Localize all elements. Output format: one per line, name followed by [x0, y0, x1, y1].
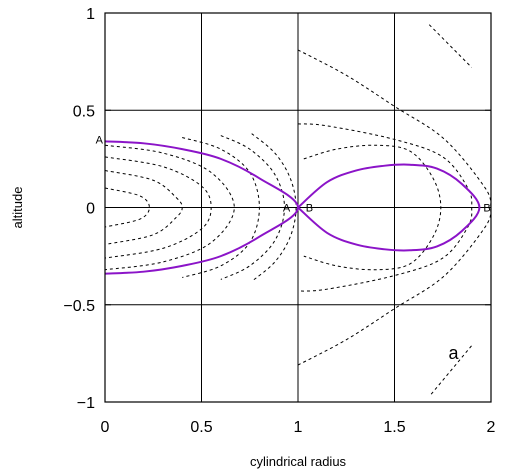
contour-line — [297, 123, 473, 292]
contour-line — [220, 135, 285, 280]
axis-ticks: 0 0.5 1 1.5 2 −1 −0.5 0 0.5 1 — [63, 6, 495, 436]
contour-line — [105, 170, 183, 245]
contour-lines — [105, 24, 491, 395]
point-label: A — [96, 134, 104, 146]
x-tick-label: 2 — [487, 419, 496, 436]
separatrix-outer-lobe — [297, 163, 481, 252]
y-tick-label: 1 — [86, 6, 95, 23]
y-tick-label: −1 — [77, 395, 95, 412]
contour-line — [251, 133, 297, 282]
contour-line — [105, 156, 212, 259]
contour-line — [297, 207, 491, 366]
x-tick-label: 1 — [294, 419, 303, 436]
contour-line — [182, 137, 260, 278]
contour-line — [105, 187, 150, 228]
point-label: B — [483, 203, 490, 215]
y-tick-label: 0.5 — [73, 103, 95, 120]
x-tick-label: 1.5 — [383, 419, 405, 436]
x-tick-label: 0 — [101, 419, 110, 436]
point-label: A — [283, 203, 291, 215]
y-axis-title: altitude — [10, 187, 25, 229]
contour-line — [428, 24, 473, 68]
x-tick-label: 0.5 — [190, 419, 212, 436]
point-label: B — [306, 203, 313, 215]
panel-label: a — [449, 343, 460, 363]
point-labels: A A B B — [96, 134, 491, 214]
y-tick-label: 0 — [86, 201, 95, 218]
x-axis-title: cylindrical radius — [250, 454, 347, 469]
contour-line — [303, 144, 442, 271]
contour-line — [430, 345, 473, 395]
contour-line — [297, 49, 491, 208]
separatrix-curve — [105, 140, 481, 275]
y-tick-label: −0.5 — [63, 298, 95, 315]
